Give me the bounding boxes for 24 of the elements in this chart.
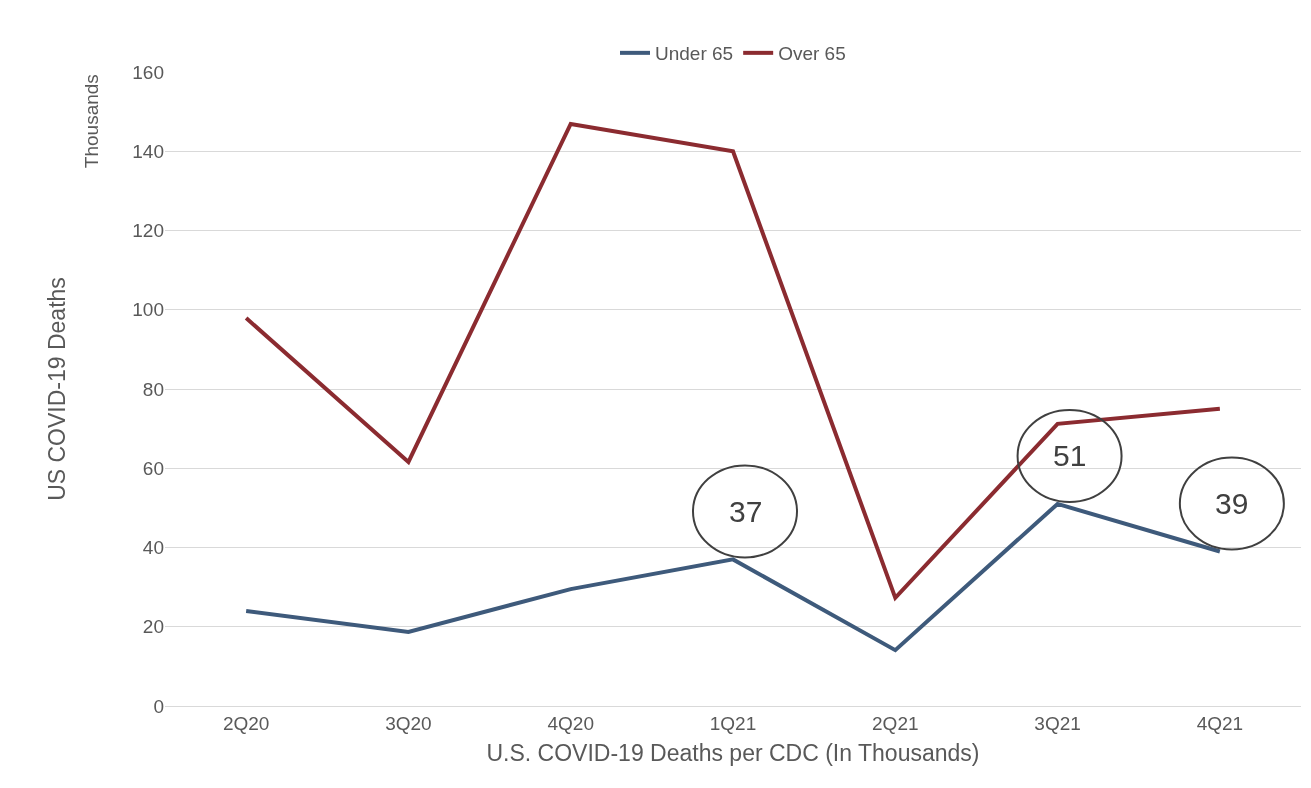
y-tick-label: 0 bbox=[153, 695, 164, 717]
y-tick-label: 160 bbox=[132, 61, 164, 83]
text: Thousands bbox=[81, 74, 103, 169]
x-tick-label: 3Q20 bbox=[385, 712, 432, 734]
annotation: 37 bbox=[729, 495, 763, 528]
x-tick-label: 2Q20 bbox=[222, 712, 270, 734]
x-tick-label: 4Q21 bbox=[1196, 712, 1244, 734]
y-axis-title: US COVID-19 Deaths bbox=[43, 277, 70, 501]
y-tick-label: 140 bbox=[132, 140, 164, 162]
y-tick-label: 120 bbox=[132, 220, 164, 242]
legend-label: Under 65 bbox=[655, 43, 734, 65]
y-tick-label: 60 bbox=[142, 457, 164, 479]
y-tick-label: 40 bbox=[142, 537, 164, 559]
x-tick-label: 3Q21 bbox=[1034, 712, 1081, 734]
x-tick-label: 4Q20 bbox=[547, 712, 594, 734]
annotation: 39 bbox=[1215, 487, 1249, 520]
y-tick-label: 100 bbox=[132, 299, 164, 321]
x-axis-title: U.S. COVID-19 Deaths per CDC (In Thousands) bbox=[486, 740, 980, 767]
x-tick-label: 1Q21 bbox=[709, 712, 757, 734]
y-tick-label: 80 bbox=[142, 378, 164, 400]
y-tick-label: 20 bbox=[142, 616, 164, 638]
annotation: 51 bbox=[1053, 439, 1087, 472]
x-tick-label: 2Q21 bbox=[872, 712, 919, 734]
legend-label: Over 65 bbox=[778, 43, 846, 65]
